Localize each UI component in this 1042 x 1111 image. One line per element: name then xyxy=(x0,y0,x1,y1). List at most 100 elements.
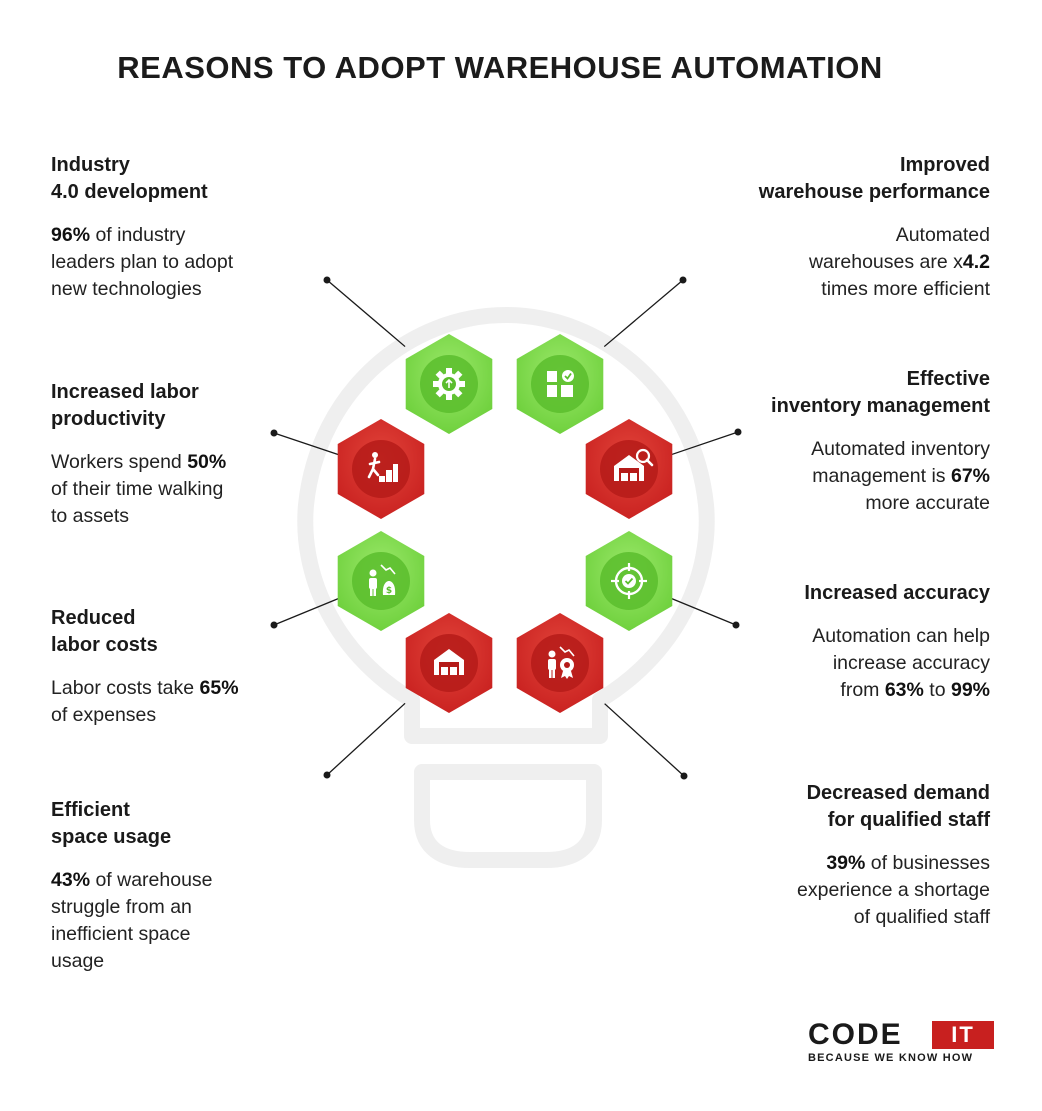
target-check-icon xyxy=(611,563,647,599)
logo-name: CODE xyxy=(808,1018,903,1051)
reason-body: Automation can help increase accuracy from… xyxy=(730,623,990,704)
reason-body-line: Workers spend 50% xyxy=(51,449,311,476)
reason-industry-4-0: Industry 4.0 development 96% of industry le… xyxy=(51,152,311,303)
gear-upload-icon xyxy=(433,368,465,400)
connector-line xyxy=(273,432,343,457)
reason-heading-line: labor costs xyxy=(51,634,158,656)
body-text: management is xyxy=(812,465,951,487)
stat-value: 50% xyxy=(187,451,227,473)
connector-line xyxy=(668,431,739,457)
bulb-base xyxy=(414,764,602,868)
reason-body-line: more accurate xyxy=(730,490,990,517)
body-text: new technologies xyxy=(51,278,202,300)
reason-body-line: increase accuracy xyxy=(730,650,990,677)
stat-value: 39% xyxy=(826,852,866,874)
body-text: times more efficient xyxy=(821,278,990,300)
reason-heading: Increased labor productivity xyxy=(51,379,311,433)
body-text: of warehouse xyxy=(90,869,213,891)
body-text: more accurate xyxy=(865,492,990,514)
hexagon-inner-circle xyxy=(352,440,410,498)
code-it-logo: CODE IT BECAUSE WE KNOW HOW xyxy=(808,1019,998,1065)
reason-heading-line: Industry xyxy=(51,154,130,176)
reason-body-line: 43% of warehouse xyxy=(51,867,311,894)
body-text: Automated xyxy=(895,224,990,246)
reason-qualified-staff: Decreased demand for qualified staff 39% … xyxy=(730,780,990,931)
reason-body-line: management is 67% xyxy=(730,463,990,490)
gear-upload-hexagon xyxy=(405,334,493,434)
worker-stairs-icon xyxy=(367,452,398,482)
connector-line xyxy=(273,596,343,626)
body-text: of industry xyxy=(90,224,186,246)
boxes-check-icon xyxy=(547,370,574,397)
connector-line xyxy=(326,702,406,776)
warehouse-icon xyxy=(434,649,464,675)
boxes-check-hexagon xyxy=(516,334,604,434)
logo-badge: IT xyxy=(932,1021,994,1049)
reason-body-line: leaders plan to adopt xyxy=(51,249,311,276)
body-text: increase accuracy xyxy=(832,652,990,674)
warehouse-search-hexagon xyxy=(585,419,673,519)
reason-accuracy: Increased accuracy Automation can help inc… xyxy=(730,580,990,704)
reason-body-line: of their time walking xyxy=(51,476,311,503)
reason-body-line: usage xyxy=(51,948,311,975)
stat-value: 4.2 xyxy=(962,251,990,273)
warehouse-search-icon xyxy=(614,448,654,481)
body-text: inefficient space xyxy=(51,923,191,945)
reason-heading-line: warehouse performance xyxy=(758,181,990,203)
reason-heading: Efficient space usage xyxy=(51,797,311,851)
body-text: to assets xyxy=(51,505,130,527)
reason-heading: Decreased demand for qualified staff xyxy=(730,780,990,834)
worker-money-icon: $ xyxy=(369,564,396,596)
stat-value: 63% xyxy=(884,679,924,701)
reason-heading-line: Improved xyxy=(899,154,990,176)
reason-body-line: of qualified staff xyxy=(730,904,990,931)
body-text: of expenses xyxy=(51,704,157,726)
reason-body-line: 39% of businesses xyxy=(730,850,990,877)
reason-body-line: Automated inventory xyxy=(730,436,990,463)
reason-body-line: 96% of industry xyxy=(51,222,311,249)
reason-heading-line: Effective xyxy=(906,368,990,390)
reason-body-line: experience a shortage xyxy=(730,877,990,904)
body-text: usage xyxy=(51,950,105,972)
reason-heading: Improved warehouse performance xyxy=(730,152,990,206)
bulb-outline xyxy=(297,307,715,744)
hexagon-inner-circle xyxy=(531,355,589,413)
reason-heading-line: inventory management xyxy=(771,395,990,417)
stat-value: 96% xyxy=(51,224,91,246)
reason-labor-productivity: Increased labor productivity Workers spend… xyxy=(51,379,311,530)
reason-heading: Effective inventory management xyxy=(730,366,990,420)
page-title: REASONS TO ADOPT WAREHOUSE AUTOMATION xyxy=(117,50,883,85)
reason-heading-line: Increased accuracy xyxy=(804,582,990,604)
reason-heading-line: 4.0 development xyxy=(51,181,208,203)
reason-body-line: Automation can help xyxy=(730,623,990,650)
worker-money-hexagon: $ xyxy=(337,531,425,631)
reason-body: 43% of warehouse struggle from an ineffici… xyxy=(51,867,311,975)
reason-body-line: Labor costs take 65% xyxy=(51,675,311,702)
connector-dot xyxy=(734,428,742,436)
reason-body: Automated inventory management is 67% more… xyxy=(730,436,990,517)
reason-heading: Industry 4.0 development xyxy=(51,152,311,206)
worker-badge-hexagon xyxy=(516,613,604,713)
reason-body-line: inefficient space xyxy=(51,921,311,948)
reason-body: Automated warehouses are x4.2 times more e… xyxy=(730,222,990,303)
worker-stairs-hexagon xyxy=(337,419,425,519)
reason-body-line: from 63% to 99% xyxy=(730,677,990,704)
connector-dot xyxy=(270,621,278,629)
reason-warehouse-performance: Improved warehouse performance Automated w… xyxy=(730,152,990,303)
body-text: warehouses are x xyxy=(808,251,963,273)
body-text: Labor costs take xyxy=(51,677,200,699)
body-text: to xyxy=(923,679,951,701)
body-text: from xyxy=(840,679,885,701)
stat-value: 43% xyxy=(51,869,91,891)
connector-line xyxy=(603,279,684,348)
hexagon-inner-circle xyxy=(352,552,410,610)
reason-heading-line: Increased labor xyxy=(51,381,199,403)
connector-line xyxy=(604,703,685,777)
connector-dot xyxy=(323,276,331,284)
reason-inventory-management: Effective inventory management Automated … xyxy=(730,366,990,517)
reason-body-line: struggle from an xyxy=(51,894,311,921)
connector-dot xyxy=(270,429,278,437)
logo-tagline: BECAUSE WE KNOW HOW xyxy=(808,1052,974,1064)
reason-body: 39% of businesses experience a shortage of… xyxy=(730,850,990,931)
